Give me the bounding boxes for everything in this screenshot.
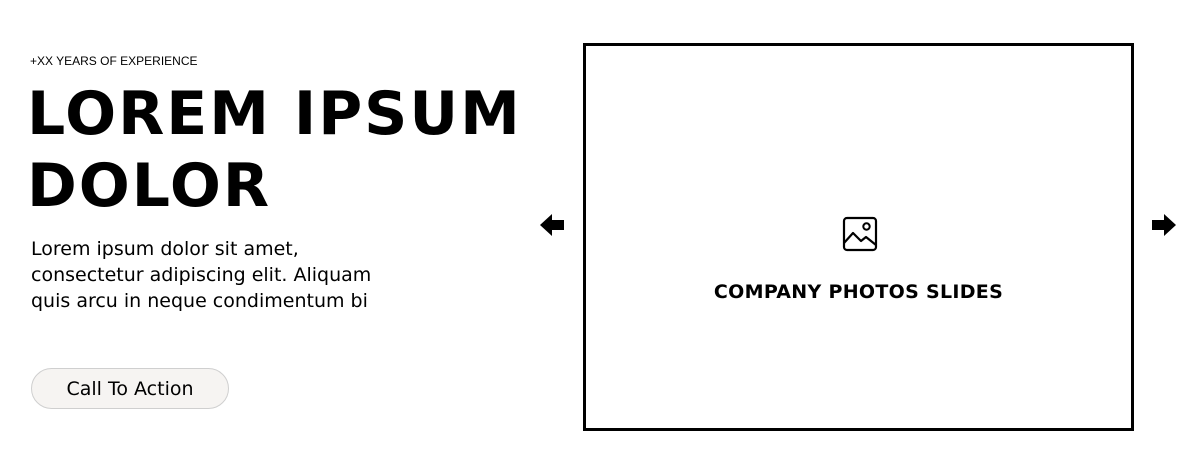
company-photos-slider[interactable]: COMPANY PHOTOS SLIDES bbox=[583, 43, 1134, 431]
image-icon bbox=[842, 216, 878, 252]
headline-line-1: LOREM IPSUM bbox=[27, 79, 522, 149]
headline-line-2: DOLOR bbox=[27, 151, 272, 221]
body-line-2: consectetur adipiscing elit. Aliquam bbox=[31, 264, 372, 286]
body-line-1: Lorem ipsum dolor sit amet, bbox=[31, 238, 299, 260]
hero-body-text: Lorem ipsum dolor sit amet, consectetur … bbox=[31, 236, 451, 314]
slider-next-button[interactable] bbox=[1150, 211, 1178, 239]
arrow-right-icon bbox=[1152, 214, 1176, 236]
hero-headline: LOREM IPSUM DOLOR bbox=[27, 78, 522, 222]
body-line-3: quis arcu in neque condimentum bi bbox=[31, 290, 368, 312]
experience-eyebrow: +XX YEARS OF EXPERIENCE bbox=[30, 54, 198, 68]
call-to-action-button[interactable]: Call To Action bbox=[31, 368, 229, 409]
arrow-left-icon bbox=[540, 214, 564, 236]
slide-placeholder-label: COMPANY PHOTOS SLIDES bbox=[713, 281, 1004, 303]
slider-prev-button[interactable] bbox=[538, 211, 566, 239]
